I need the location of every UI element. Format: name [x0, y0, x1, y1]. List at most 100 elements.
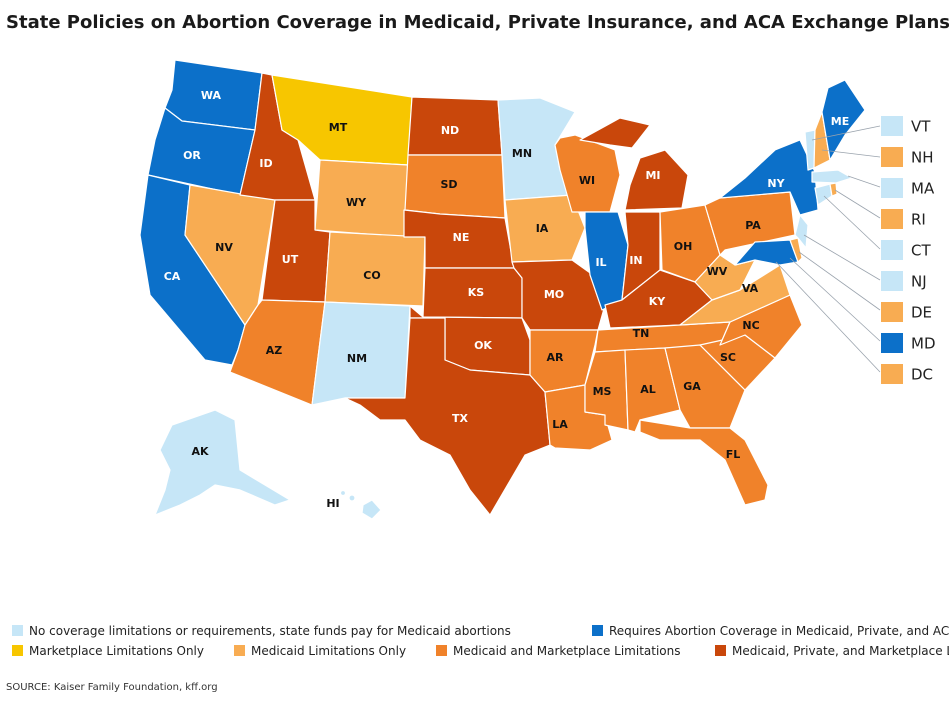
legend-label: Marketplace Limitations Only: [29, 644, 204, 658]
leader-NJ: [803, 234, 881, 281]
label-SC: SC: [720, 351, 736, 364]
label-NV: NV: [215, 241, 233, 254]
label-ID: ID: [259, 157, 272, 170]
state-ME[interactable]: [821, 79, 866, 161]
label-MI: MI: [645, 169, 660, 182]
legend-swatch: [234, 645, 245, 656]
state-MI-upper[interactable]: [579, 117, 651, 149]
state-HI-small2[interactable]: [339, 489, 347, 497]
side-swatch-NJ[interactable]: [881, 271, 903, 291]
label-SD: SD: [440, 178, 457, 191]
legend-item-all: Medicaid, Private, and Marketplace Limi: [715, 644, 949, 658]
side-leaders: [775, 125, 881, 373]
leader-DC: [775, 261, 881, 373]
label-PA: PA: [745, 219, 761, 232]
state-HI[interactable]: [361, 499, 382, 520]
legend-item-medicaid: Medicaid Limitations Only: [234, 644, 406, 658]
side-label-NH: NH: [911, 149, 934, 167]
state-CT[interactable]: [814, 183, 833, 206]
legend-item-requires: Requires Abortion Coverage in Medicaid, …: [592, 624, 949, 638]
side-label-CT: CT: [911, 242, 931, 260]
label-OH: OH: [674, 240, 693, 253]
label-KS: KS: [468, 286, 485, 299]
label-IN: IN: [629, 254, 642, 267]
label-NM: NM: [347, 352, 367, 365]
side-swatch-MD[interactable]: [881, 333, 903, 353]
side-swatch-CT[interactable]: [881, 240, 903, 260]
state-FL[interactable]: [639, 419, 769, 506]
state-DE[interactable]: [789, 237, 803, 263]
state-MA[interactable]: [811, 169, 853, 184]
leader-DE: [798, 251, 881, 311]
label-FL: FL: [726, 448, 741, 461]
legend-swatch: [436, 645, 447, 656]
label-HI: HI: [326, 497, 339, 510]
side-swatch-DE[interactable]: [881, 302, 903, 322]
label-AK: AK: [191, 445, 209, 458]
legend-swatch: [592, 625, 603, 636]
label-MS: MS: [593, 385, 612, 398]
legend-swatch: [715, 645, 726, 656]
label-GA: GA: [683, 380, 701, 393]
label-AZ: AZ: [266, 344, 283, 357]
legend-item-none: No coverage limitations or requirements,…: [12, 624, 511, 638]
leader-MD: [789, 257, 881, 342]
leader-CT: [823, 195, 881, 250]
label-IA: IA: [536, 222, 549, 235]
side-label-RI: RI: [911, 211, 926, 229]
leader-NH: [821, 149, 881, 158]
leader-VT: [811, 125, 881, 141]
label-ME: ME: [831, 115, 849, 128]
label-CO: CO: [363, 269, 380, 282]
label-ND: ND: [441, 124, 459, 137]
label-NE: NE: [453, 231, 470, 244]
label-TN: TN: [633, 327, 650, 340]
legend-swatch: [12, 625, 23, 636]
side-label-VT: VT: [911, 118, 931, 136]
label-WI: WI: [579, 174, 595, 187]
side-label-MD: MD: [911, 335, 936, 353]
state-HI-small[interactable]: [348, 494, 356, 502]
side-label-MA: MA: [911, 180, 935, 198]
leader-MA: [847, 175, 881, 188]
legend-swatch: [12, 645, 23, 656]
side-swatch-NH[interactable]: [881, 147, 903, 167]
side-swatch-MA[interactable]: [881, 178, 903, 198]
label-VA: VA: [742, 282, 759, 295]
label-NC: NC: [742, 319, 759, 332]
label-NY: NY: [767, 177, 785, 190]
side-swatch-VT[interactable]: [881, 116, 903, 136]
label-IL: IL: [595, 256, 606, 269]
label-TX: TX: [452, 412, 469, 425]
label-UT: UT: [282, 253, 299, 266]
legend-label: No coverage limitations or requirements,…: [29, 624, 511, 638]
label-CA: CA: [164, 270, 181, 283]
state-TX[interactable]: [344, 317, 551, 516]
label-LA: LA: [552, 418, 568, 431]
label-MT: MT: [329, 121, 348, 134]
side-swatches: VT NH MA RI CT NJ DE MD DC: [881, 116, 936, 384]
label-MO: MO: [544, 288, 564, 301]
source-note: SOURCE: Kaiser Family Foundation, kff.or…: [6, 682, 218, 693]
legend-label: Medicaid Limitations Only: [251, 644, 407, 658]
leader-RI: [834, 189, 881, 219]
side-swatch-DC[interactable]: [881, 364, 903, 384]
label-AL: AL: [640, 383, 656, 396]
state-IA[interactable]: [504, 194, 586, 263]
state-AK[interactable]: [154, 409, 291, 516]
side-label-DC: DC: [911, 366, 933, 384]
legend-label: Medicaid, Private, and Marketplace Limi: [732, 644, 949, 658]
label-WV: WV: [707, 265, 728, 278]
legend-label: Medicaid and Marketplace Limitations: [453, 644, 681, 658]
side-swatch-RI[interactable]: [881, 209, 903, 229]
label-MN: MN: [512, 147, 532, 160]
label-WY: WY: [346, 196, 367, 209]
legend-label: Requires Abortion Coverage in Medicaid, …: [609, 624, 949, 638]
label-AR: AR: [547, 351, 565, 364]
side-label-NJ: NJ: [911, 273, 927, 291]
legend-item-marketplace: Marketplace Limitations Only: [12, 644, 204, 658]
label-WA: WA: [201, 89, 222, 102]
label-OK: OK: [474, 339, 492, 352]
label-OR: OR: [183, 149, 201, 162]
legend-item-medicaid-marketplace: Medicaid and Marketplace Limitations: [436, 644, 680, 658]
